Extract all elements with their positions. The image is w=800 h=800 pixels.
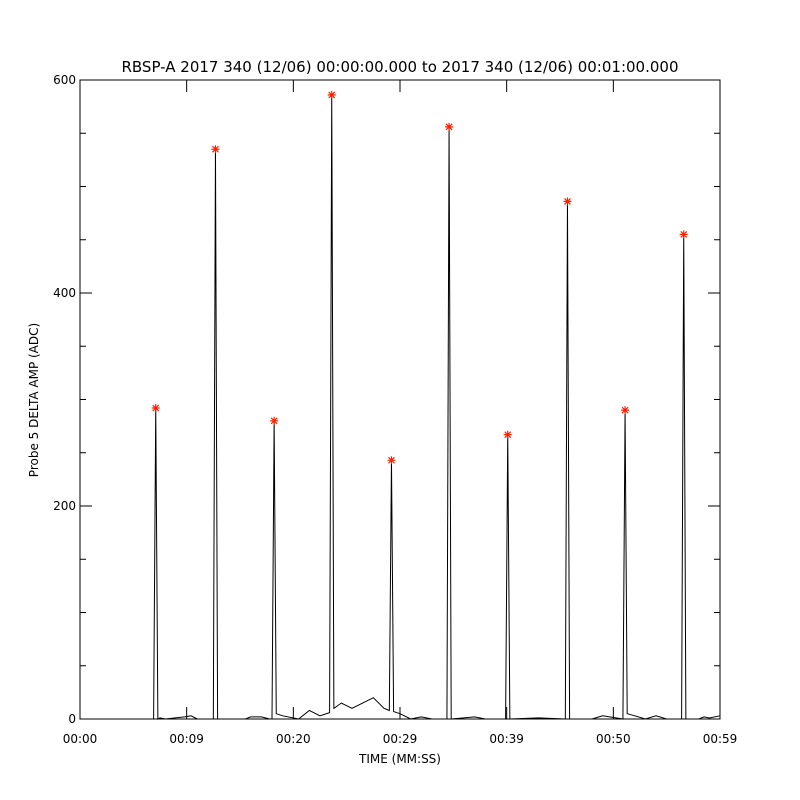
peak-marker [387,456,396,465]
chart-title: RBSP-A 2017 340 (12/06) 00:00:00.000 to … [121,58,678,76]
y-tick-label: 0 [68,712,76,726]
peak-marker [270,416,279,425]
peak-marker [679,230,688,239]
y-tick-label: 600 [53,73,76,87]
peak-marker [445,122,454,131]
y-axis-label: Probe 5 DELTA AMP (ADC) [27,323,41,477]
y-tick-label: 200 [53,499,76,513]
x-tick-label: 00:50 [596,732,631,746]
x-tick-label: 00:20 [276,732,311,746]
peak-marker [211,145,220,154]
x-tick-label: 00:59 [703,732,738,746]
data-line [80,94,721,720]
peak-marker [563,197,572,206]
peak-marker [327,90,336,99]
x-axis-label: TIME (MM:SS) [358,752,441,766]
peak-marker [621,406,630,415]
x-tick-label: 00:00 [63,732,98,746]
x-tick-label: 00:29 [383,732,418,746]
x-tick-label: 00:09 [169,732,204,746]
y-tick-label: 400 [53,286,76,300]
peak-marker [151,404,160,413]
peak-marker [503,430,512,439]
x-tick-label: 00:39 [489,732,524,746]
